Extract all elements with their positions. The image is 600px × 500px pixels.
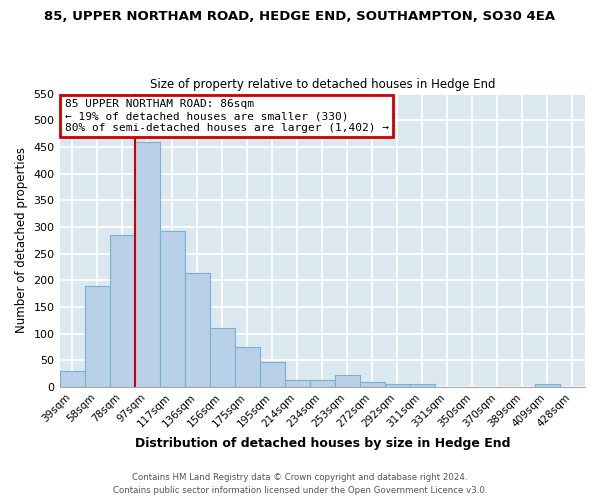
Bar bbox=[134, 142, 160, 387]
Bar bbox=[160, 230, 185, 387]
Bar bbox=[335, 375, 360, 387]
Text: Contains HM Land Registry data © Crown copyright and database right 2024.
Contai: Contains HM Land Registry data © Crown c… bbox=[113, 474, 487, 495]
Bar bbox=[209, 328, 235, 387]
Text: 85, UPPER NORTHAM ROAD, HEDGE END, SOUTHAMPTON, SO30 4EA: 85, UPPER NORTHAM ROAD, HEDGE END, SOUTH… bbox=[44, 10, 556, 23]
Title: Size of property relative to detached houses in Hedge End: Size of property relative to detached ho… bbox=[149, 78, 495, 91]
Text: 85 UPPER NORTHAM ROAD: 86sqm
← 19% of detached houses are smaller (330)
80% of s: 85 UPPER NORTHAM ROAD: 86sqm ← 19% of de… bbox=[65, 100, 389, 132]
Bar bbox=[235, 348, 260, 387]
Bar bbox=[185, 274, 209, 387]
Bar bbox=[260, 362, 285, 387]
Y-axis label: Number of detached properties: Number of detached properties bbox=[15, 148, 28, 334]
Bar bbox=[285, 380, 310, 387]
Bar bbox=[310, 380, 335, 387]
Bar bbox=[410, 384, 435, 387]
Bar bbox=[535, 384, 560, 387]
Bar bbox=[110, 235, 134, 387]
Bar bbox=[85, 286, 110, 387]
X-axis label: Distribution of detached houses by size in Hedge End: Distribution of detached houses by size … bbox=[134, 437, 510, 450]
Bar bbox=[385, 384, 410, 387]
Bar bbox=[59, 371, 85, 387]
Bar bbox=[360, 382, 385, 387]
